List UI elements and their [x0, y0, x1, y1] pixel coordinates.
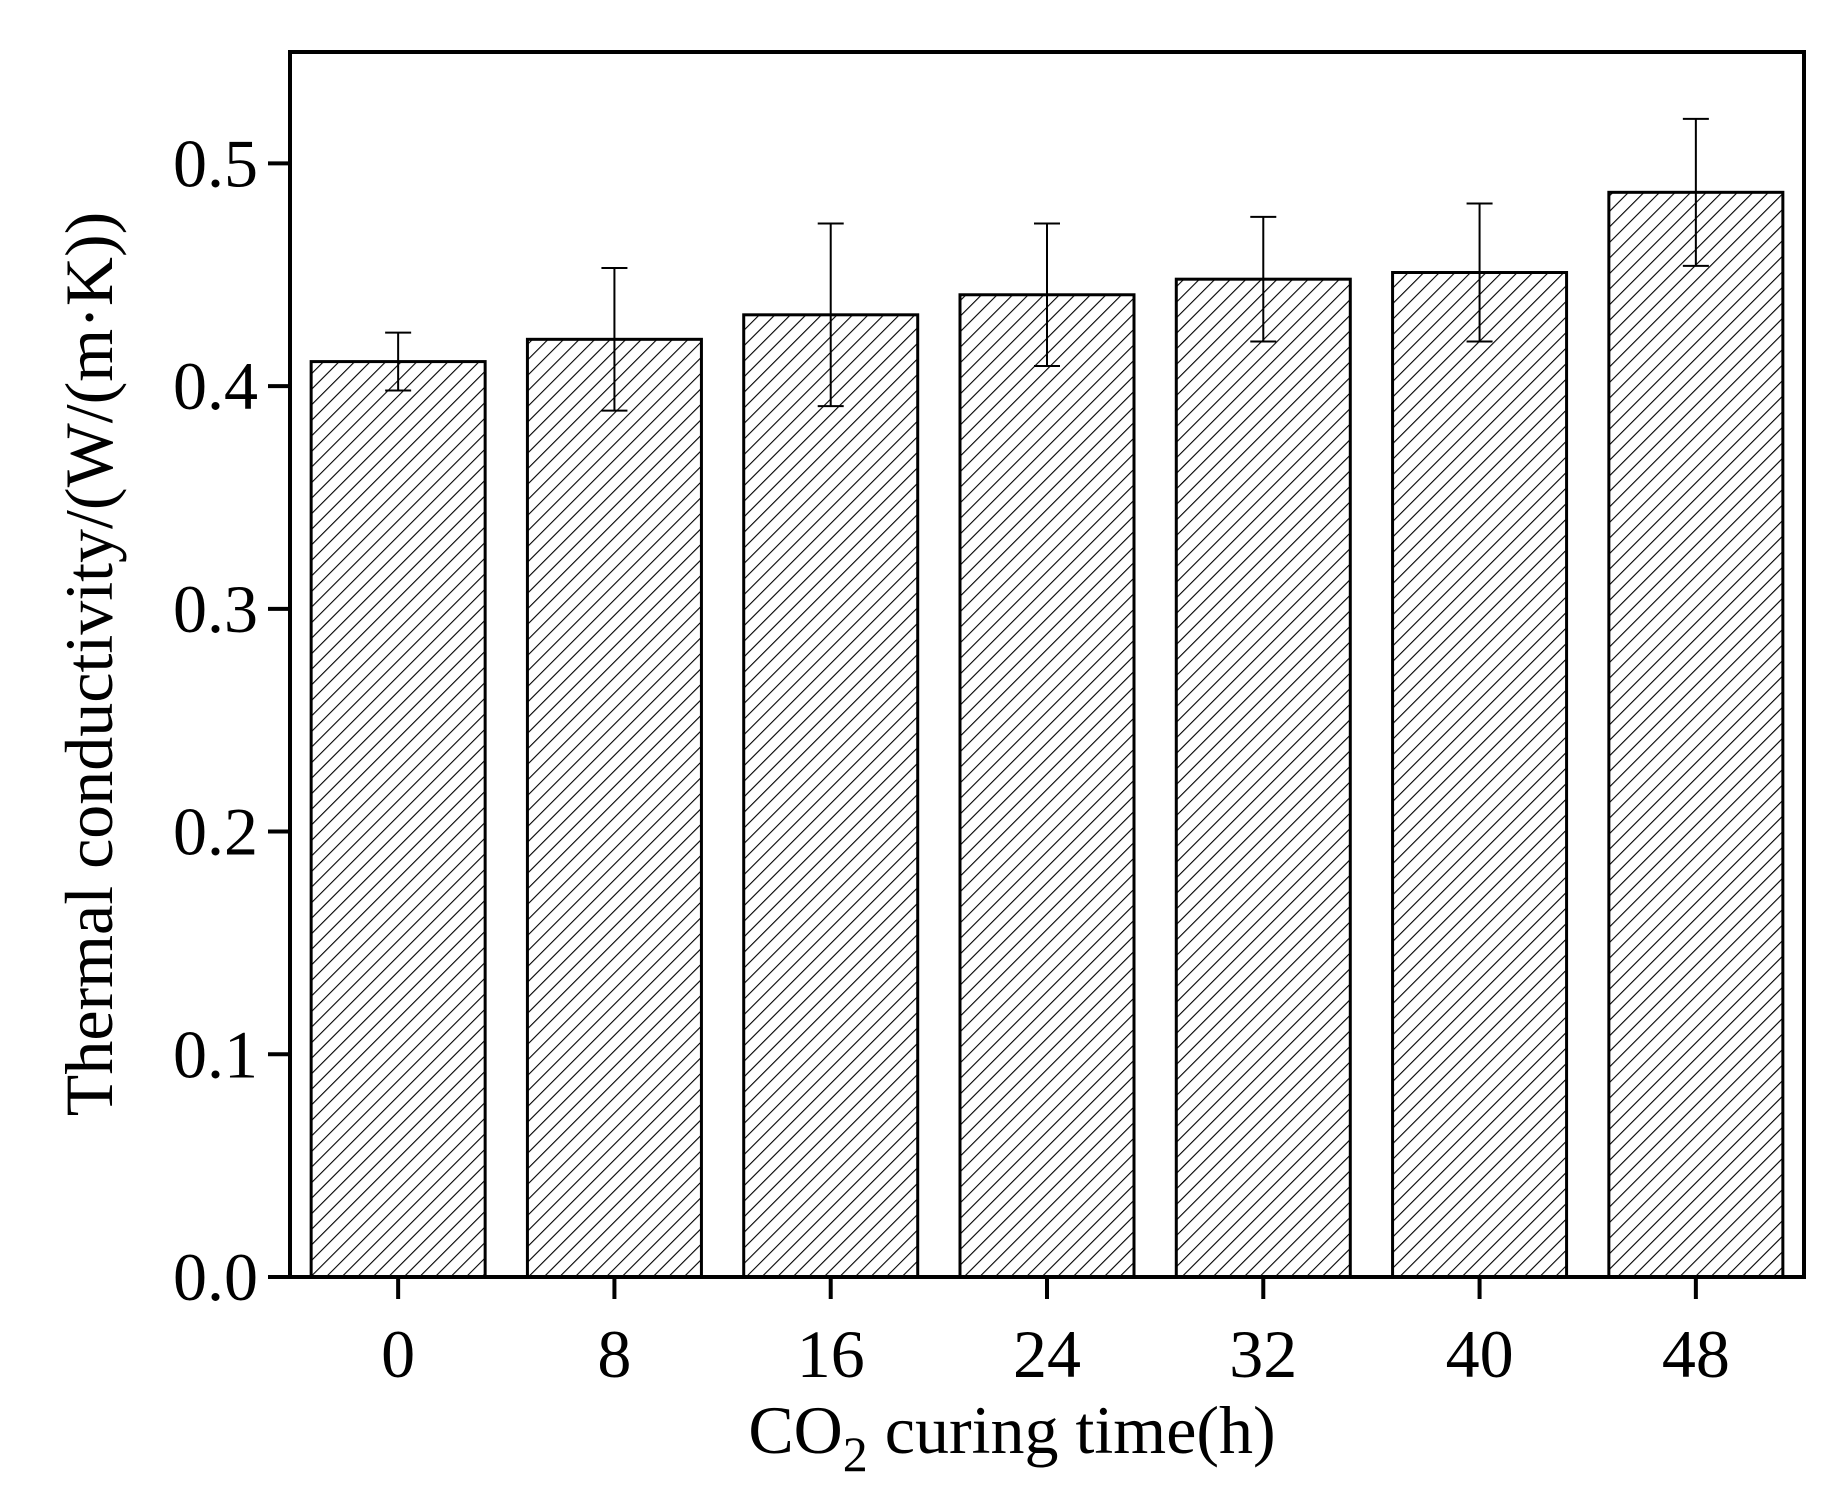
x-tick-label-24: 24 [1013, 1316, 1081, 1392]
error-bar-16 [817, 222, 844, 408]
error-bar-0 [385, 331, 412, 392]
x-tick-label-48: 48 [1662, 1316, 1730, 1392]
y-axis-title: Thermal conductivity/(W/(m·K)) [51, 212, 127, 1116]
bar-48 [1607, 190, 1785, 1279]
error-bars [385, 117, 1709, 412]
bar-0 [309, 360, 487, 1279]
error-bar-32 [1250, 215, 1277, 343]
error-bar-24 [1034, 222, 1060, 368]
x-axis-title-main: CO [748, 1392, 842, 1468]
error-bar-40 [1466, 202, 1493, 343]
bar-16 [742, 313, 920, 1279]
x-tick-label-8: 8 [597, 1316, 631, 1392]
y-tick-label-0.4: 0.4 [173, 348, 258, 424]
error-bar-8 [601, 267, 628, 412]
bar-40 [1391, 271, 1569, 1279]
x-tick-label-16: 16 [797, 1316, 865, 1392]
y-tick-label-0.5: 0.5 [173, 125, 258, 201]
y-tick-label-0.2: 0.2 [173, 794, 258, 870]
error-bar-48 [1682, 117, 1709, 267]
x-tick-label-40: 40 [1446, 1316, 1514, 1392]
x-axis-ticks: 0 8 16 24 32 40 48 [381, 1277, 1730, 1392]
y-tick-label-0.3: 0.3 [173, 571, 258, 647]
x-axis-title-rest: curing time(h) [868, 1392, 1276, 1468]
bars [309, 190, 1785, 1279]
bar-24 [958, 293, 1136, 1279]
y-tick-label-0.0: 0.0 [173, 1239, 258, 1315]
bar-8 [525, 337, 703, 1279]
y-tick-label-0.1: 0.1 [173, 1016, 258, 1092]
x-axis-title: CO2 curing time(h) [748, 1392, 1275, 1482]
bar-32 [1174, 277, 1352, 1279]
x-axis-title-subscript: 2 [843, 1426, 868, 1482]
x-tick-label-0: 0 [381, 1316, 415, 1392]
y-axis-ticks: 0.0 0.1 0.2 0.3 0.4 0.5 [173, 125, 290, 1315]
x-tick-label-32: 32 [1229, 1316, 1297, 1392]
